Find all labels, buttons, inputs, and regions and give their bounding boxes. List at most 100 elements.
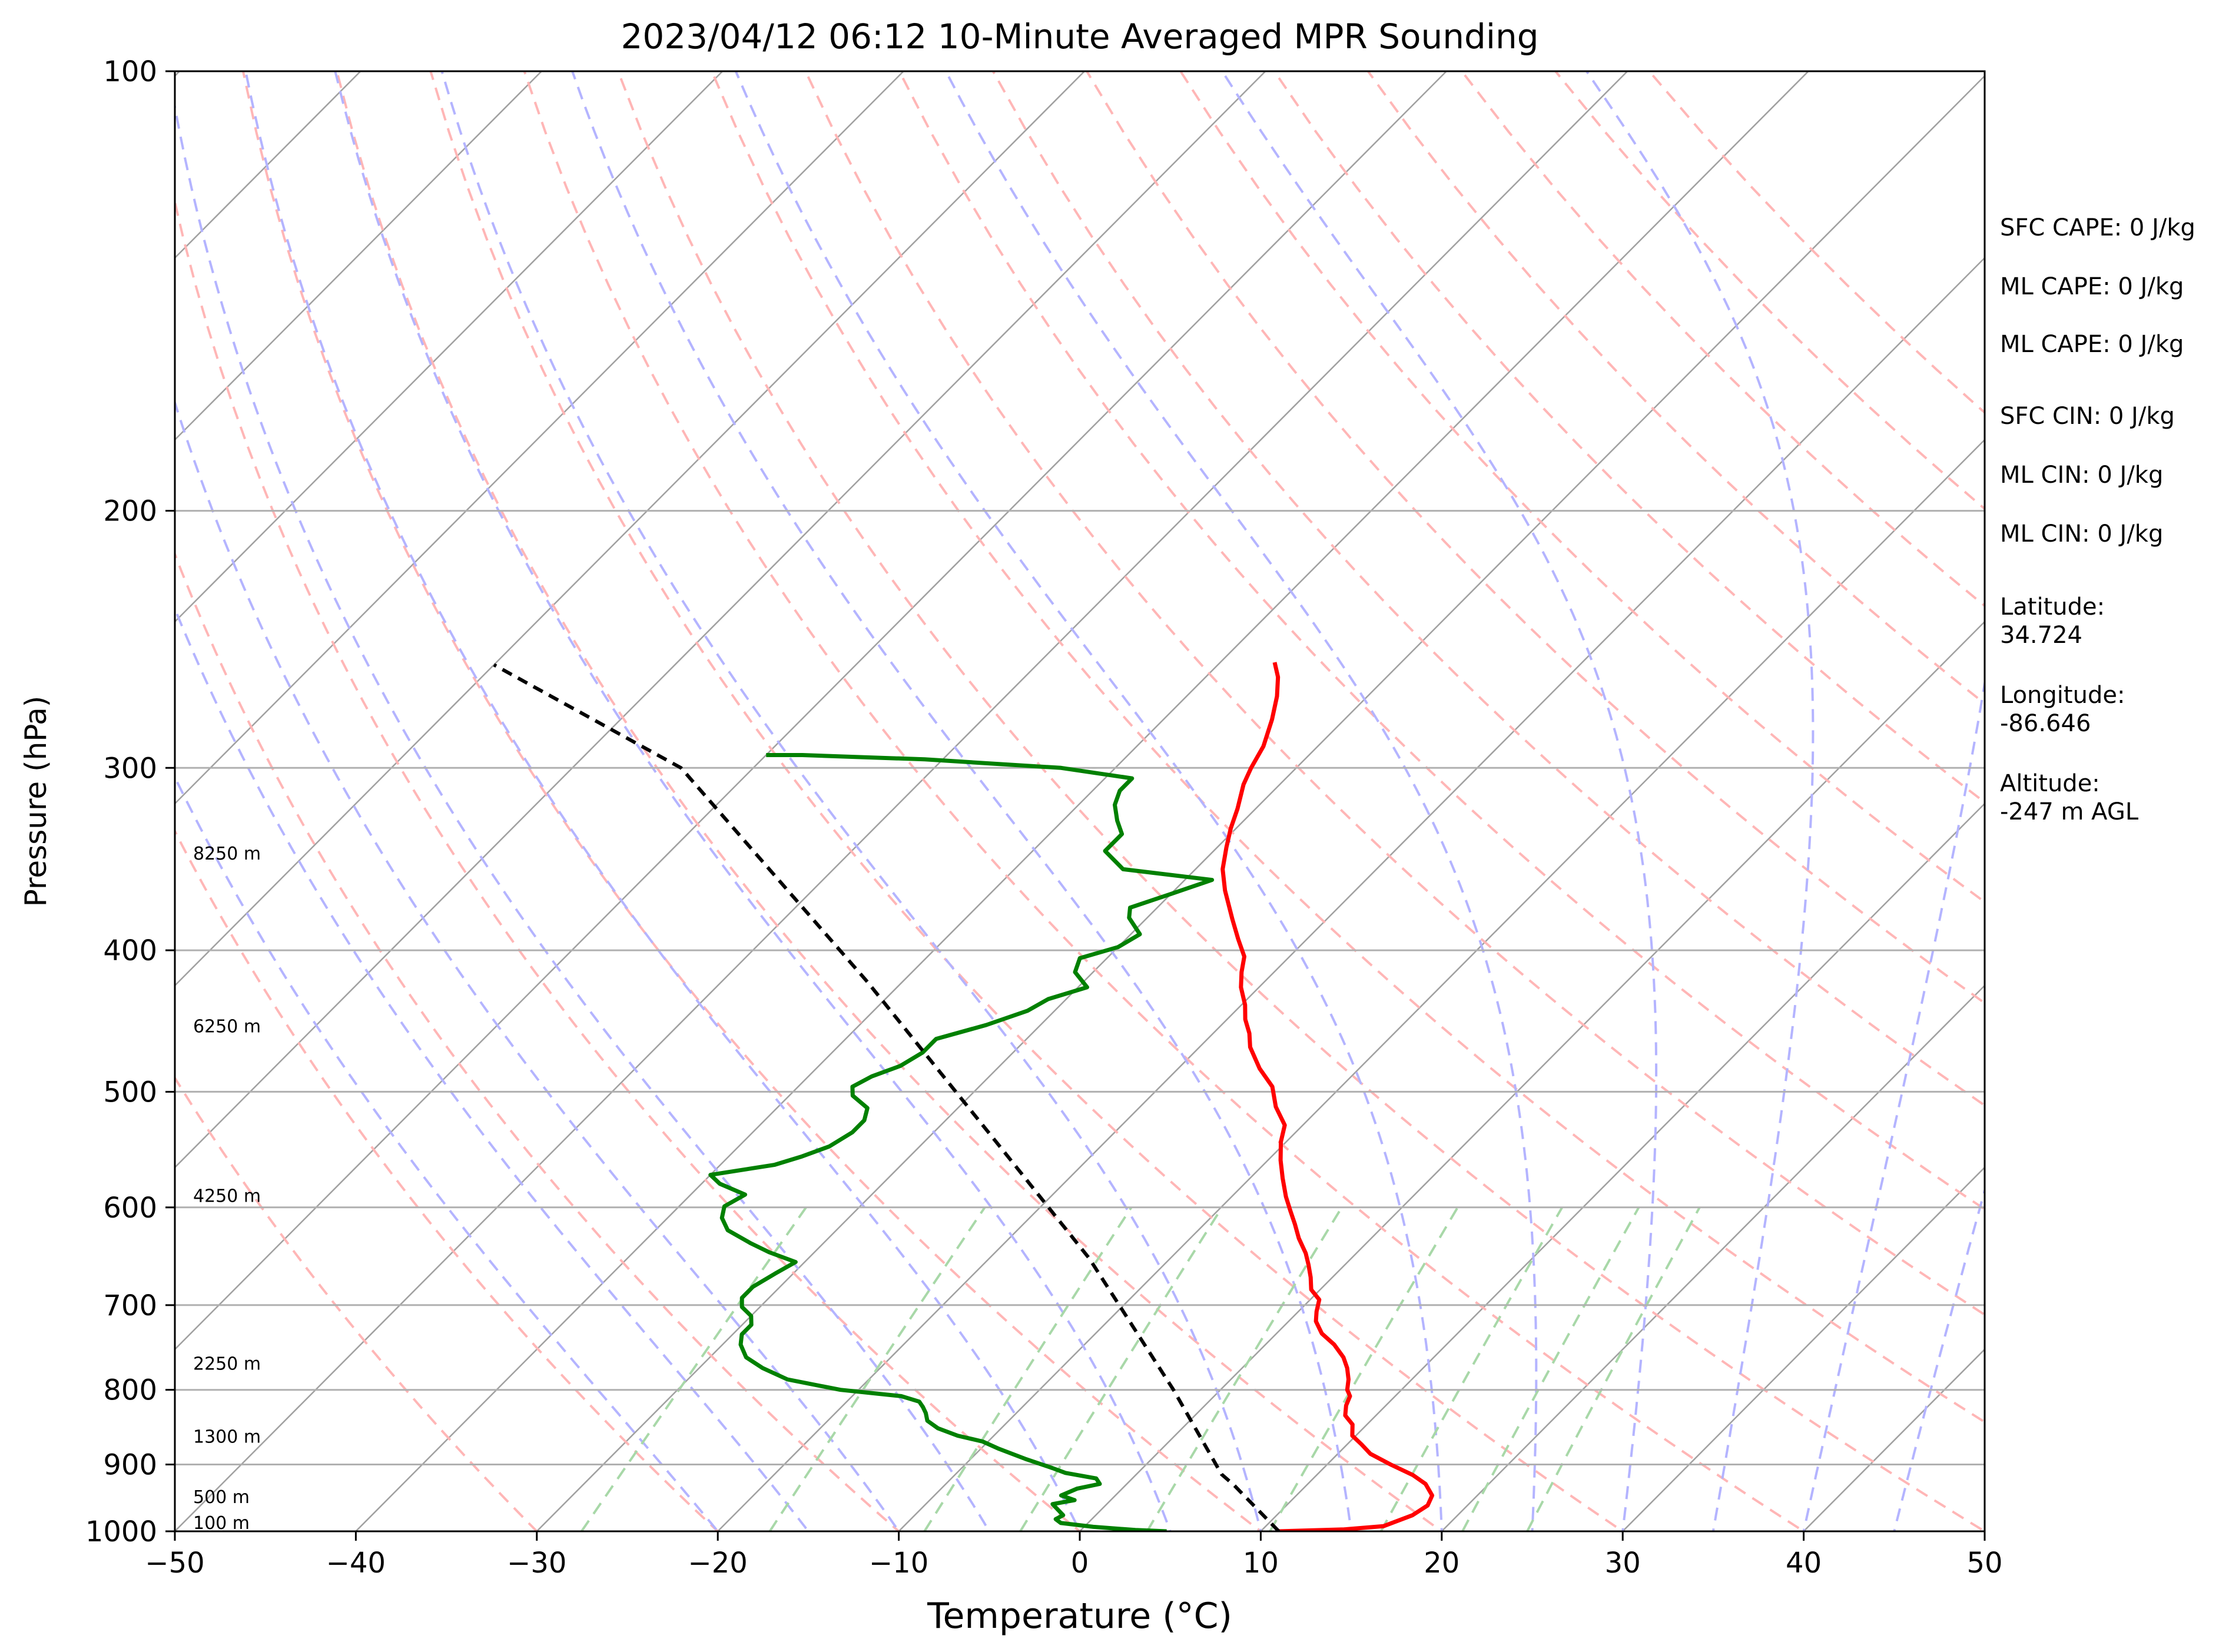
isotherm-line — [175, 71, 1448, 1351]
isotherm-line — [175, 71, 724, 623]
moist-adiabat-line — [1221, 71, 1658, 1531]
height-label: 4250 m — [193, 1186, 261, 1206]
y-tick-label: 100 — [103, 55, 157, 88]
stat-ml_cin_1: ML CIN: 0 J/kg — [2000, 462, 2163, 489]
x-tick-label: −20 — [688, 1547, 748, 1580]
x-tick-label: 20 — [1424, 1547, 1460, 1580]
isotherm-line — [175, 71, 362, 259]
temperature-profile — [1220, 662, 1435, 1531]
pressure-grid — [175, 71, 1985, 1531]
stat-sfc_cape: SFC CAPE: 0 J/kg — [2000, 214, 2195, 241]
mixing-ratio-line — [923, 1206, 1133, 1531]
height-label: 1300 m — [193, 1427, 261, 1448]
dry-adiabat-line — [804, 71, 1985, 1316]
moist-adiabat-line — [1585, 71, 1815, 1531]
mixing-ratio-line — [768, 1206, 986, 1531]
moist-adiabat-line — [944, 71, 1538, 1531]
moist-adiabat-line — [734, 71, 1443, 1531]
dry-adiabat-line — [175, 550, 901, 1531]
x-tick-label: 10 — [1243, 1547, 1279, 1580]
isotherm-line — [354, 71, 1810, 1531]
mixing-ratio-line — [581, 1206, 807, 1531]
isotherm-line — [175, 71, 905, 805]
moist-adiabat-line — [440, 71, 1262, 1531]
mixing-ratio-line — [1526, 1206, 1701, 1531]
x-axis-label: Temperature (°C) — [927, 1595, 1232, 1637]
sounding-profiles — [493, 662, 1435, 1531]
dewpoint-profile — [708, 753, 1215, 1531]
moist-adiabat-line — [1893, 1186, 1985, 1531]
stat-ml_cape_2: ML CAPE: 0 J/kg — [2000, 331, 2184, 358]
background-lines — [175, 71, 1985, 1531]
height-labels: 8250 m 6250 m 4250 m 2250 m 1300 m 500 m 100 m — [193, 844, 261, 1534]
y-tick-label: 700 — [103, 1289, 157, 1322]
stat-sfc_cin: SFC CIN: 0 J/kg — [2000, 403, 2175, 430]
dry-adiabat-line — [898, 71, 1985, 1211]
moist-adiabat-line — [175, 101, 991, 1531]
y-tick-label: 600 — [103, 1192, 157, 1225]
moist-adiabat-line — [175, 774, 719, 1531]
height-label: 500 m — [193, 1487, 250, 1508]
dry-adiabat-line — [711, 71, 1985, 1424]
isotherm-line — [175, 71, 1628, 1531]
parcel-profile — [493, 663, 1281, 1531]
x-tick-label: −50 — [145, 1547, 204, 1580]
x-tick-label: −10 — [869, 1547, 928, 1580]
isotherm-line — [1440, 984, 1985, 1531]
chart-title: 2023/04/12 06:12 10-Minute Averaged MPR … — [621, 16, 1538, 57]
x-tick-label: −40 — [326, 1547, 386, 1580]
y-tick-label: 800 — [103, 1374, 157, 1407]
moist-adiabat-line — [175, 399, 901, 1531]
height-label: 2250 m — [193, 1354, 261, 1375]
isotherm-line — [717, 257, 1985, 1531]
y-tick-label: 300 — [103, 752, 157, 785]
dry-adiabat-line — [991, 71, 1985, 1107]
height-label: 100 m — [193, 1513, 250, 1534]
isotherm-line — [175, 71, 1086, 987]
x-tick-label: 30 — [1605, 1547, 1641, 1580]
dry-adiabat-line — [616, 71, 1985, 1531]
y-tick-label: 200 — [103, 495, 157, 528]
dry-adiabat-line — [1273, 71, 1985, 804]
dry-adiabat-line — [175, 828, 720, 1531]
dry-adiabat-line — [241, 71, 1263, 1531]
x-tick-label: 0 — [1071, 1547, 1089, 1580]
isotherm-line — [1621, 1166, 1985, 1531]
height-label: 8250 m — [193, 844, 261, 864]
isotherm-line — [175, 71, 543, 441]
stat-ml_cape_1: ML CAPE: 0 J/kg — [2000, 273, 2184, 300]
stats-panel: SFC CAPE: 0 J/kg ML CAPE: 0 J/kg ML CAPE: … — [2000, 214, 2195, 825]
dry-adiabat-line — [429, 71, 1625, 1531]
isotherm-line — [175, 71, 1267, 1169]
dry-adiabat-line — [175, 197, 1082, 1531]
y-tick-label: 400 — [103, 934, 157, 967]
isotherm-line — [535, 75, 1985, 1531]
moist-adiabat-line — [1802, 676, 1985, 1531]
moist-adiabat-line — [334, 71, 1172, 1531]
stat-ml_cin_2: ML CIN: 0 J/kg — [2000, 520, 2163, 548]
mixing-ratio-line — [1379, 1206, 1564, 1531]
x-tick-label: −30 — [507, 1547, 566, 1580]
stat-latitude: Latitude: 34.724 — [2000, 593, 2105, 649]
y-tick-label: 1000 — [85, 1515, 157, 1548]
mixing-ratio-line — [1146, 1206, 1343, 1531]
y-tick-label: 900 — [103, 1449, 157, 1482]
dry-adiabat-line — [1086, 71, 1985, 1005]
plot-frame — [174, 70, 1986, 1532]
mixing-ratio-line — [1019, 1206, 1223, 1531]
stat-longitude: Longitude: -86.646 — [2000, 682, 2125, 737]
stat-altitude: Altitude: -247 m AGL — [2000, 770, 2139, 825]
height-label: 6250 m — [193, 1017, 261, 1037]
moist-adiabat-line — [175, 605, 810, 1531]
axes: −50 −40 −30 −20 −10 0 10 20 30 40 50 100 200 300 400 50… — [85, 55, 2003, 1580]
y-axis-label: Pressure (hPa) — [19, 696, 53, 907]
y-tick-label: 500 — [103, 1076, 157, 1109]
dry-adiabat-line — [336, 71, 1444, 1531]
dry-adiabat-line — [175, 1076, 539, 1531]
mixing-ratio-line — [1269, 1206, 1459, 1531]
x-tick-label: 50 — [1966, 1547, 2002, 1580]
mixing-ratio-line — [1461, 1206, 1640, 1531]
moist-adiabat-line — [244, 71, 1082, 1531]
x-tick-label: 40 — [1786, 1547, 1822, 1580]
